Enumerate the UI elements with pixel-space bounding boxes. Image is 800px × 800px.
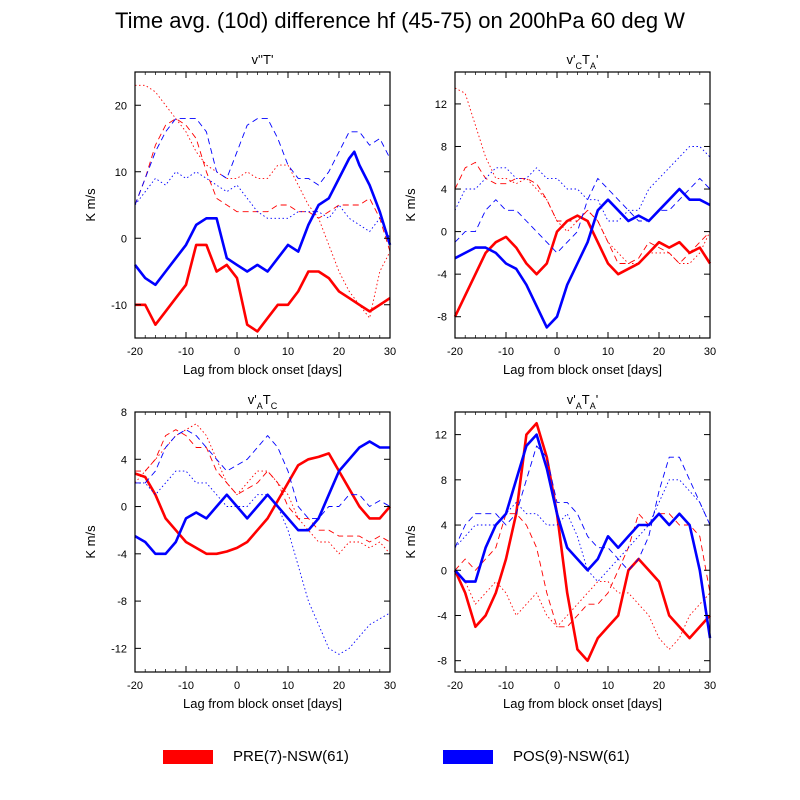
series-line-1-1 bbox=[135, 243, 391, 333]
series-line-1-6 bbox=[134, 171, 391, 239]
y-tick-label-3-6: 8 bbox=[121, 407, 127, 419]
x-tick-label-3-5: 20 bbox=[333, 680, 345, 692]
figure-title: Time avg. (10d) difference hf (45-75) on… bbox=[115, 8, 685, 33]
series-line-2-3 bbox=[454, 87, 711, 264]
y-tick-label-3-1: -12 bbox=[111, 643, 127, 655]
y-tick-label-4-5: 8 bbox=[441, 475, 447, 487]
x-tick-label-1-4: 10 bbox=[282, 346, 294, 358]
y-tick-label-3-3: -4 bbox=[117, 549, 127, 561]
chart-panel-2: -20 -10 0 10 20 30 -8 -4 0 4 8 12 Lag from block ons… bbox=[403, 52, 716, 377]
chart-panel-1: -20 -10 0 10 20 30 -10 0 10 20 Lag from block onse… bbox=[83, 52, 396, 377]
y-axis-label-3: K m/s bbox=[83, 525, 98, 559]
x-tick-label-1-3: 0 bbox=[234, 346, 240, 358]
y-tick-label-1-4: 20 bbox=[115, 100, 127, 112]
x-axis-label-4: Lag from block onset [days] bbox=[503, 696, 662, 711]
x-axis-label-3: Lag from block onset [days] bbox=[183, 696, 342, 711]
x-tick-label-1-6: 30 bbox=[384, 346, 396, 358]
y-tick-label-3-2: -8 bbox=[117, 596, 127, 608]
legend-label-pre: PRE(7)-NSW(61) bbox=[233, 748, 349, 765]
x-tick-label-3-4: 10 bbox=[282, 680, 294, 692]
series-line-4-2 bbox=[454, 513, 711, 628]
y-tick-label-3-4: 0 bbox=[121, 502, 127, 514]
y-tick-label-4-1: -8 bbox=[437, 656, 447, 668]
series-line-2-1 bbox=[453, 214, 712, 318]
series-line-3-4 bbox=[134, 440, 390, 556]
panel-title-2: v'CTA' bbox=[567, 52, 599, 71]
legend-item-pre: PRE(7)-NSW(61) bbox=[163, 748, 349, 765]
series-line-4-4 bbox=[454, 433, 712, 639]
x-tick-label-3-6: 30 bbox=[384, 680, 396, 692]
y-tick-label-4-3: 0 bbox=[441, 565, 447, 577]
x-tick-label-3-3: 0 bbox=[234, 680, 240, 692]
y-axis-label-1: K m/s bbox=[83, 188, 98, 222]
series-line-4-6 bbox=[454, 479, 711, 583]
series-line-4-1 bbox=[453, 421, 711, 663]
x-tick-label-4-3: 0 bbox=[554, 680, 560, 692]
y-tick-label-4-4: 4 bbox=[441, 520, 447, 532]
series-line-1-5 bbox=[134, 118, 391, 206]
series-line-3-5 bbox=[135, 429, 391, 519]
series-line-1-3 bbox=[135, 84, 391, 319]
y-tick-label-2-5: 8 bbox=[441, 141, 447, 153]
series-line-2-6 bbox=[454, 146, 711, 222]
series-line-1-2 bbox=[134, 118, 391, 252]
chart-panel-3: -20 -10 0 10 20 30 -12 -8 -4 0 4 8 Lag from block on… bbox=[83, 392, 396, 711]
x-tick-label-2-4: 10 bbox=[602, 346, 614, 358]
x-axis-label-2: Lag from block onset [days] bbox=[503, 362, 662, 377]
x-tick-label-3-2: -10 bbox=[178, 680, 194, 692]
legend-swatch-pre bbox=[163, 749, 213, 764]
x-tick-label-1-1: -20 bbox=[127, 346, 143, 358]
y-axis-label-4: K m/s bbox=[403, 525, 418, 559]
x-tick-label-2-6: 30 bbox=[704, 346, 716, 358]
x-tick-label-4-6: 30 bbox=[704, 680, 716, 692]
series-line-4-3 bbox=[454, 569, 711, 650]
y-tick-label-1-1: -10 bbox=[111, 300, 127, 312]
chart-panel-4: -20 -10 0 10 20 30 -8 -4 0 4 8 12 Lag from block ons… bbox=[403, 392, 716, 711]
x-tick-label-2-2: -10 bbox=[498, 346, 514, 358]
x-tick-label-2-1: -20 bbox=[447, 346, 463, 358]
series-line-4-5 bbox=[454, 445, 711, 571]
x-tick-label-4-2: -10 bbox=[498, 680, 514, 692]
series-line-2-4 bbox=[454, 187, 711, 329]
panel-title-4: v'ATA' bbox=[567, 392, 598, 411]
y-tick-label-1-3: 10 bbox=[115, 167, 127, 179]
series-line-2-5 bbox=[454, 177, 711, 254]
legend-label-pos: POS(9)-NSW(61) bbox=[513, 748, 630, 765]
x-tick-label-1-5: 20 bbox=[333, 346, 345, 358]
x-axis-label-1: Lag from block onset [days] bbox=[183, 362, 342, 377]
y-tick-label-2-6: 12 bbox=[435, 99, 447, 111]
x-tick-label-2-3: 0 bbox=[554, 346, 560, 358]
y-tick-label-2-2: -4 bbox=[437, 269, 447, 281]
x-tick-label-3-1: -20 bbox=[127, 680, 143, 692]
series-line-1-4 bbox=[133, 150, 392, 287]
y-tick-label-4-6: 12 bbox=[435, 430, 447, 442]
y-tick-label-2-4: 4 bbox=[441, 184, 447, 196]
x-tick-label-4-4: 10 bbox=[602, 680, 614, 692]
plot-frame-3 bbox=[134, 411, 391, 673]
panel-title-1: v''T' bbox=[252, 52, 274, 67]
x-tick-label-4-5: 20 bbox=[653, 680, 665, 692]
series-line-3-1 bbox=[134, 452, 391, 556]
y-tick-label-2-3: 0 bbox=[441, 227, 447, 239]
series-line-3-6 bbox=[135, 470, 391, 655]
plot-frame-2 bbox=[454, 71, 711, 339]
legend-item-pos: POS(9)-NSW(61) bbox=[443, 748, 630, 765]
panel-title-3: v'ATC bbox=[248, 392, 278, 411]
legend: PRE(7)-NSW(61) POS(9)-NSW(61) bbox=[0, 748, 800, 778]
x-tick-label-1-2: -10 bbox=[178, 346, 194, 358]
y-tick-label-2-1: -8 bbox=[437, 312, 447, 324]
x-tick-label-2-5: 20 bbox=[653, 346, 665, 358]
series-line-2-2 bbox=[454, 161, 711, 264]
plot-frame-1 bbox=[134, 71, 391, 339]
series-line-3-2 bbox=[135, 429, 391, 543]
y-tick-label-4-2: -4 bbox=[437, 610, 447, 622]
legend-swatch-pos bbox=[443, 749, 493, 764]
x-tick-label-4-1: -20 bbox=[447, 680, 463, 692]
y-tick-label-3-5: 4 bbox=[121, 454, 127, 466]
y-tick-label-1-2: 0 bbox=[121, 233, 127, 245]
plot-frame-4 bbox=[454, 411, 711, 673]
y-axis-label-2: K m/s bbox=[403, 188, 418, 222]
series-line-3-3 bbox=[134, 423, 391, 555]
